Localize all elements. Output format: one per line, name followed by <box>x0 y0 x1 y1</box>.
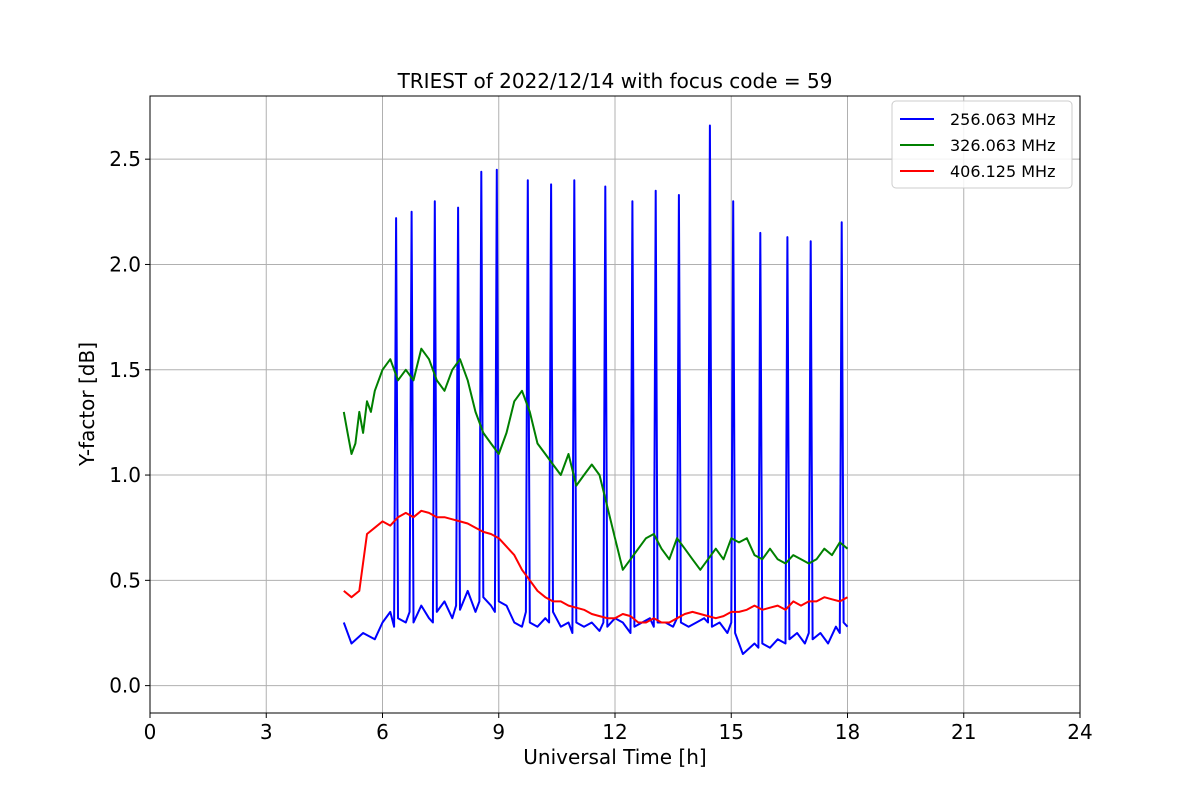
legend-label-2: 326.063 MHz <box>950 136 1055 155</box>
ticks-layer: 0 3 6 9 12 15 18 21 24 0.0 0.5 1.0 1.5 2.0 2.5 <box>109 147 1093 744</box>
series-line-2 <box>342 347 849 571</box>
x-tick-label: 21 <box>951 720 976 744</box>
chart-title: TRIEST of 2022/12/14 with focus code = 5… <box>397 69 833 93</box>
x-tick-label: 3 <box>260 720 273 744</box>
series-line-3 <box>343 509 848 624</box>
x-tick-label: 0 <box>144 720 157 744</box>
series-line-1 <box>342 124 849 655</box>
x-axis-label: Universal Time [h] <box>523 745 706 769</box>
series-layer <box>342 124 849 655</box>
x-tick-label: 18 <box>835 720 860 744</box>
legend-box <box>891 100 1073 189</box>
x-tick-label: 6 <box>376 720 389 744</box>
legend: 256.063 MHz 326.063 MHz 406.125 MHz <box>891 100 1073 189</box>
x-tick-label: 15 <box>719 720 744 744</box>
y-axis-label: Y-factor [dB] <box>75 342 99 467</box>
y-tick-label: 1.5 <box>109 358 141 382</box>
y-tick-label: 0.0 <box>109 674 141 698</box>
x-tick-label: 12 <box>602 720 627 744</box>
legend-label-1: 256.063 MHz <box>950 110 1055 129</box>
x-tick-label: 9 <box>492 720 505 744</box>
grid-layer <box>149 96 1081 713</box>
y-tick-label: 2.5 <box>109 147 141 171</box>
y-tick-label: 2.0 <box>109 252 141 276</box>
y-tick-label: 0.5 <box>109 568 141 592</box>
y-tick-label: 1.0 <box>109 463 141 487</box>
x-tick-label: 24 <box>1067 720 1092 744</box>
legend-label-3: 406.125 MHz <box>950 162 1055 181</box>
